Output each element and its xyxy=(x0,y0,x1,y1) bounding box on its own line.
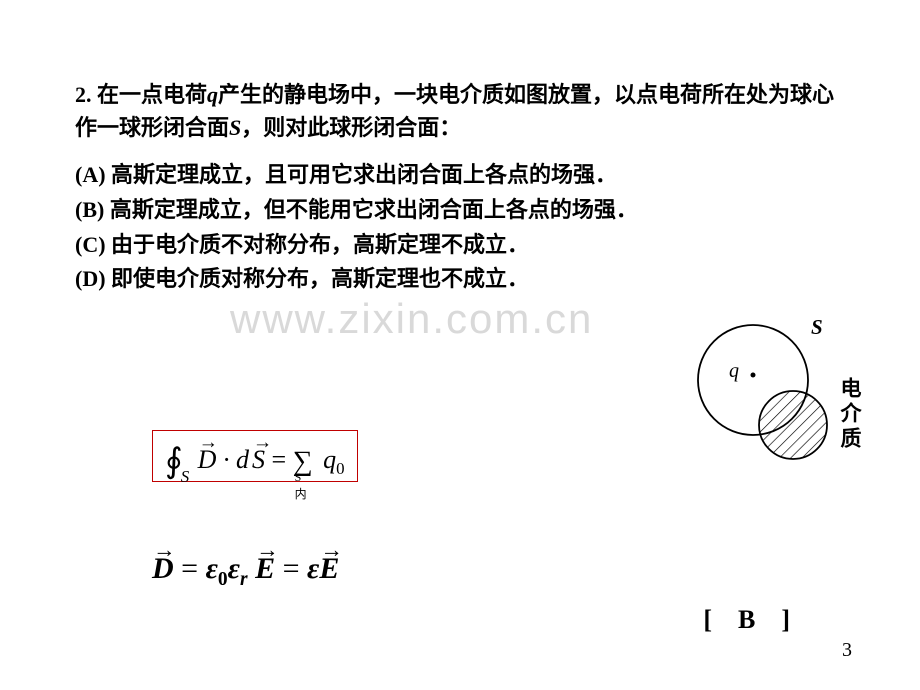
option-d: (D) 即使电介质对称分布，高斯定理也不成立． xyxy=(75,264,845,295)
label-medium: 电介质 xyxy=(835,377,865,452)
answer-bracket: [ B ] xyxy=(703,605,790,635)
var-q: q xyxy=(207,82,218,107)
dielectric-circle xyxy=(759,391,827,459)
bracket-close: ] xyxy=(781,605,790,634)
page-number: 3 xyxy=(842,639,852,662)
var-s: S xyxy=(229,115,241,140)
label-q: q xyxy=(729,360,739,383)
answer-value: B xyxy=(738,605,755,634)
q-dot xyxy=(751,373,756,378)
question-part-c: ，则对此球形闭合面： xyxy=(241,115,461,140)
bracket-open: [ xyxy=(703,605,712,634)
option-c: (C) 由于电介质不对称分布，高斯定理不成立． xyxy=(75,230,845,261)
label-s: S xyxy=(811,315,823,340)
diagram: S q 电介质 xyxy=(673,315,868,475)
formula-d-eps-e: D = ε0εr E = εE xyxy=(152,552,339,591)
question-part-a: 在一点电荷 xyxy=(97,82,207,107)
options-list: (A) 高斯定理成立，且可用它求出闭合面上各点的场强． (B) 高斯定理成立，但… xyxy=(75,160,845,295)
question-number: 2. xyxy=(75,82,92,107)
formula-gauss: ∮S D · dS = ∑ S内 q0 xyxy=(152,430,358,482)
option-b: (B) 高斯定理成立，但不能用它求出闭合面上各点的场强． xyxy=(75,195,845,226)
watermark: www.zixin.com.cn xyxy=(230,295,593,343)
option-a: (A) 高斯定理成立，且可用它求出闭合面上各点的场强． xyxy=(75,160,845,191)
question-text: 2. 在一点电荷q产生的静电场中，一块电介质如图放置，以点电荷所在处为球心作一球… xyxy=(75,78,845,144)
